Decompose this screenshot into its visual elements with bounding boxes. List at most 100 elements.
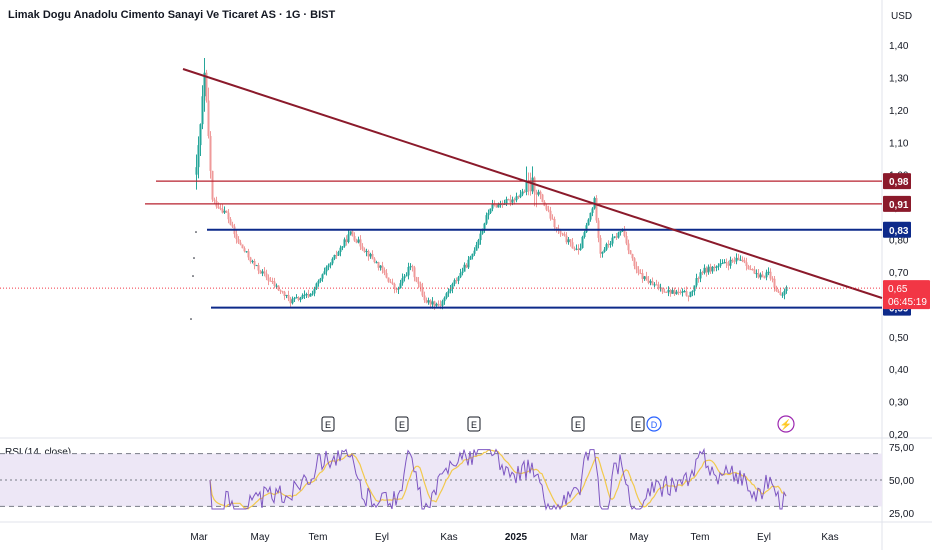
candle-body — [545, 205, 548, 210]
candle-body — [441, 301, 444, 306]
candle-body — [751, 269, 754, 271]
candle-body — [735, 257, 738, 262]
candle-body — [609, 243, 612, 245]
earnings-marker — [571, 416, 585, 432]
candle-body — [717, 265, 720, 267]
candle-body — [771, 278, 774, 280]
candle-body — [359, 239, 362, 247]
rsi-line — [209, 447, 787, 511]
current-price-badge — [883, 280, 930, 310]
candle-body — [629, 250, 632, 255]
candle-body — [321, 274, 324, 279]
candle-body — [287, 294, 290, 299]
candle-body — [601, 251, 604, 254]
candle-body — [263, 271, 266, 274]
candle-body — [757, 273, 760, 278]
candle-body — [739, 259, 742, 261]
candle-body — [339, 247, 342, 252]
candle-body — [225, 210, 228, 213]
candle-body — [259, 270, 262, 274]
candle-body — [387, 277, 390, 282]
candle-body — [515, 196, 518, 201]
candle-body — [213, 199, 216, 201]
candle-body — [773, 278, 776, 288]
split-marker-label: ⚡ — [780, 418, 792, 431]
candle-body — [361, 246, 364, 250]
candle-body — [279, 290, 282, 292]
candle-body — [247, 251, 250, 258]
candle-body — [613, 236, 616, 238]
candle-body — [409, 266, 412, 268]
candle-body — [487, 212, 490, 216]
candle-body — [695, 278, 698, 286]
candle-body — [627, 243, 630, 251]
candle-body — [371, 253, 374, 259]
candle-body — [249, 257, 252, 262]
candle-body — [571, 242, 574, 249]
candle-body — [611, 237, 614, 244]
candle-body — [199, 124, 202, 146]
candle-body — [769, 271, 772, 279]
candle-body — [433, 301, 436, 306]
candle-body — [709, 266, 712, 272]
rsi-label: RSI (14, close) — [5, 447, 72, 458]
candle-body — [265, 273, 268, 278]
stray-dot — [192, 275, 194, 277]
level-badge — [883, 221, 911, 238]
candle-body — [509, 199, 512, 203]
candle-body — [291, 299, 294, 304]
candle-body — [251, 261, 254, 263]
y-tick-label: 0,80 — [889, 236, 909, 247]
candle-body — [437, 303, 440, 305]
candle-body — [455, 280, 458, 282]
y-tick-label: 1,40 — [889, 41, 909, 52]
candle-body — [393, 283, 396, 289]
candle-body — [309, 294, 312, 297]
candle-body — [559, 230, 562, 234]
candle-body — [621, 230, 624, 232]
candle-body — [283, 291, 286, 296]
candle-body — [197, 145, 200, 168]
x-tick-label: Eyl — [757, 532, 771, 543]
candle-body — [681, 291, 684, 293]
candle-body — [343, 239, 346, 247]
currency-label[interactable]: USD — [891, 11, 913, 22]
candle-body — [495, 204, 498, 208]
candle-body — [577, 248, 580, 251]
candle-body — [443, 297, 446, 302]
candle-body — [573, 248, 576, 250]
candle-body — [373, 258, 376, 263]
candle-body — [575, 248, 578, 250]
x-tick-label: Tem — [691, 532, 710, 543]
earnings-marker — [631, 416, 645, 432]
candle-body — [451, 283, 454, 289]
candle-body — [475, 244, 478, 251]
stray-dot — [193, 257, 195, 259]
candle-body — [549, 210, 552, 219]
candle-body — [299, 298, 302, 300]
candle-body — [195, 167, 198, 175]
candle-body — [535, 192, 538, 195]
candle-body — [511, 199, 514, 203]
candle-body — [417, 281, 420, 284]
candle-body — [677, 291, 680, 293]
candle-body — [405, 275, 408, 277]
candle-body — [645, 276, 648, 281]
candle-body — [427, 300, 430, 303]
candle-body — [731, 259, 734, 262]
candle-body — [347, 234, 350, 243]
candle-body — [595, 198, 598, 221]
candle-body — [743, 260, 746, 263]
candle-body — [779, 292, 782, 295]
candle-body — [261, 271, 264, 274]
earnings-marker-label: E — [399, 420, 405, 430]
candle-body — [631, 254, 634, 259]
candle-body — [519, 194, 522, 198]
candle-body — [619, 231, 622, 233]
candle-body — [209, 135, 212, 171]
candle-body — [269, 280, 272, 282]
candle-body — [303, 294, 306, 296]
candle-body — [755, 273, 758, 275]
stray-dot — [195, 231, 197, 233]
